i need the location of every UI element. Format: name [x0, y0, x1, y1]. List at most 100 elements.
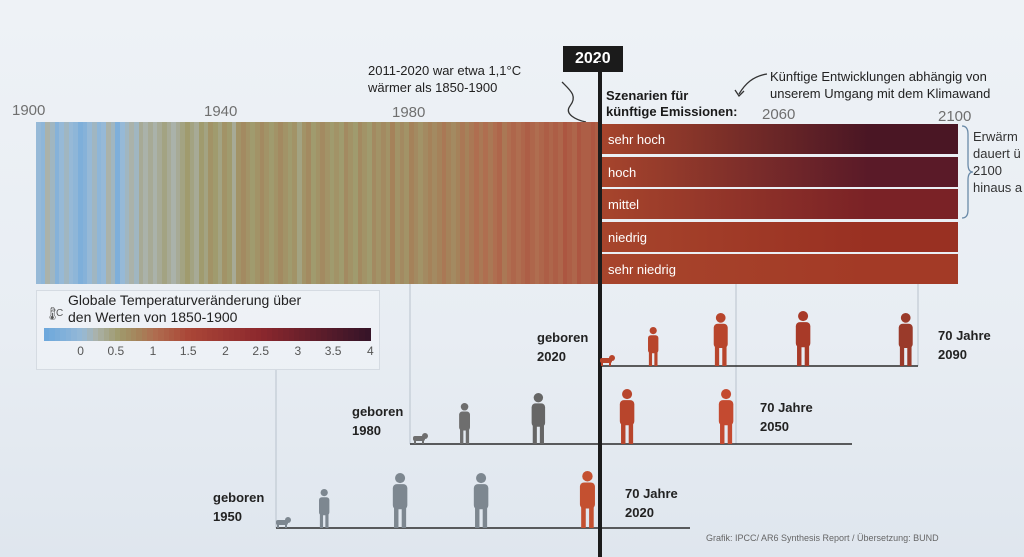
side-note-line3: 2100	[973, 163, 1002, 178]
warming-stripe	[352, 122, 359, 284]
legend-color-segment	[92, 328, 99, 341]
age-2090-line2: 2090	[938, 347, 967, 362]
warming-stripe	[185, 122, 191, 284]
note-connector-left	[561, 81, 587, 123]
age-2020-line2: 2020	[625, 505, 654, 520]
legend-color-segment	[342, 328, 349, 341]
legend-color-segment	[283, 328, 290, 341]
warming-stripe	[110, 122, 116, 284]
age-label-2090: 70 Jahre 2090	[938, 326, 991, 364]
warming-stripe	[199, 122, 205, 284]
person-icon	[898, 313, 913, 366]
warming-stripe	[539, 122, 545, 284]
warming-stripe	[40, 122, 46, 284]
legend-color-segment	[353, 328, 360, 341]
age-2050-line1: 70 Jahre	[760, 400, 813, 415]
note-future-line1: Künftige Entwicklungen abhängig von	[770, 69, 987, 84]
warming-stripe	[54, 122, 60, 284]
side-bracket	[961, 125, 974, 219]
warming-stripe	[115, 122, 121, 284]
legend-color-segment	[190, 328, 197, 341]
legend-color-segment	[228, 328, 235, 341]
warming-stripe	[422, 122, 429, 284]
legend-title: Globale Temperaturveränderung über den W…	[68, 292, 301, 326]
warming-stripe	[520, 122, 526, 284]
legend-color-segment	[359, 328, 366, 341]
note-2011-2020-line1: 2011-2020 war etwa 1,1°C	[368, 63, 522, 78]
warming-stripe	[362, 122, 368, 284]
warming-stripe	[576, 122, 582, 284]
warming-stripe	[208, 122, 214, 284]
legend-color-segment	[348, 328, 355, 341]
legend-color-segment	[98, 328, 105, 341]
warming-stripe	[250, 122, 256, 284]
legend-title-line1: Globale Temperaturveränderung über	[68, 292, 302, 308]
legend-color-segment	[65, 328, 72, 341]
warming-stripe	[455, 122, 461, 284]
warming-stripe	[506, 122, 513, 284]
warming-stripe	[171, 122, 177, 284]
warming-stripe	[222, 122, 228, 284]
generation-2020-line1: geboren	[537, 330, 589, 345]
legend-tick-label: 3.5	[324, 344, 342, 358]
warming-stripe	[259, 122, 265, 284]
generation-label-1980: geboren 1980	[352, 402, 403, 440]
warming-stripe	[478, 122, 485, 284]
legend-color-segment	[234, 328, 241, 341]
warming-stripe	[320, 122, 326, 284]
person-icon	[718, 389, 734, 444]
warming-stripe	[464, 122, 471, 284]
warming-stripe	[143, 122, 149, 284]
legend-tick-label: 3	[294, 344, 302, 358]
warming-stripe	[297, 122, 303, 284]
warming-stripe	[348, 122, 354, 284]
warming-stripe	[269, 122, 275, 284]
warming-stripe	[525, 122, 531, 284]
warming-stripe	[502, 122, 508, 284]
scenario-label: sehr niedrig	[608, 262, 676, 277]
legend-color-segment	[196, 328, 203, 341]
legend-color-segment	[185, 328, 192, 341]
person-icon	[579, 471, 595, 528]
legend-color-segment	[130, 328, 137, 341]
warming-stripe	[390, 122, 396, 284]
warming-stripe	[469, 122, 475, 284]
scenario-bars: sehr hoch hoch mittel niedrig sehr niedrig	[600, 124, 958, 284]
legend-color-segment	[125, 328, 132, 341]
legend-color-segment	[87, 328, 94, 341]
legend-color-segment	[245, 328, 252, 341]
legend-color-segment	[304, 328, 311, 341]
legend-color-segment	[76, 328, 83, 341]
age-2090-line1: 70 Jahre	[938, 328, 991, 343]
warming-stripe	[534, 122, 540, 284]
warming-stripe	[129, 122, 135, 284]
warming-stripe	[59, 122, 65, 284]
warming-stripe	[278, 122, 284, 284]
warming-stripe	[63, 122, 70, 284]
legend-color-segment	[158, 328, 165, 341]
generation-1980-line1: geboren	[352, 404, 404, 419]
warming-stripe	[292, 122, 298, 284]
legend-color-segment	[49, 328, 56, 341]
warming-stripe	[105, 122, 112, 284]
warming-stripe	[287, 122, 293, 284]
warming-stripe	[427, 122, 433, 284]
legend-color-segment	[109, 328, 116, 341]
warming-stripe	[446, 122, 452, 284]
legend-color-segment	[315, 328, 322, 341]
warming-stripe	[231, 122, 238, 284]
age-label-2020: 70 Jahre 2020	[625, 484, 678, 522]
warming-stripe	[213, 122, 219, 284]
warming-stripe	[236, 122, 242, 284]
legend-color-segment	[54, 328, 61, 341]
warming-stripe	[394, 122, 401, 284]
warming-stripe	[157, 122, 163, 284]
generation-label-2020: geboren 2020	[537, 328, 588, 366]
warming-stripe	[432, 122, 438, 284]
scenario-label: sehr hoch	[608, 132, 666, 147]
legend-title-line2: den Werten von 1850-1900	[68, 309, 238, 325]
warming-stripe	[203, 122, 210, 284]
side-note-line4: hinaus a	[973, 180, 1023, 195]
dog-icon	[600, 355, 615, 366]
